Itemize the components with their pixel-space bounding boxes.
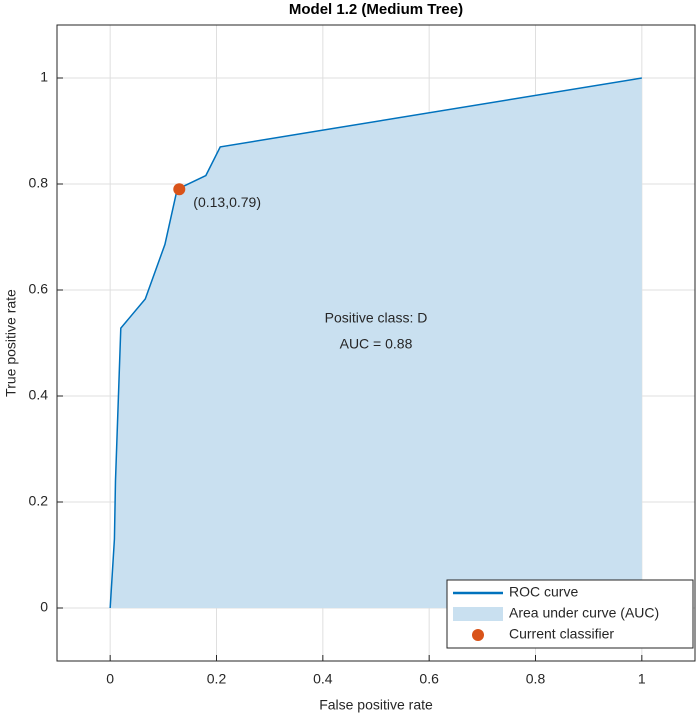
y-tick-label: 0.6: [29, 281, 49, 297]
chart-title: Model 1.2 (Medium Tree): [289, 1, 463, 18]
annotation: Positive class: D: [325, 310, 428, 326]
auc-area: [110, 78, 642, 608]
roc-line: [109, 77, 642, 609]
legend-label: Current classifier: [509, 626, 614, 642]
annotation: AUC = 0.88: [340, 336, 413, 352]
y-tick-label: 0.2: [29, 493, 49, 509]
y-tick-label: 1: [40, 69, 48, 85]
y-axis-label: True positive rate: [3, 289, 19, 397]
y-tick-label: 0: [40, 599, 48, 615]
x-tick-label: 0.6: [419, 671, 439, 687]
legend-swatch: [453, 607, 503, 621]
legend-label: Area under curve (AUC): [509, 605, 659, 621]
x-tick-label: 0.8: [526, 671, 546, 687]
y-tick-label: 0.4: [29, 387, 49, 403]
axes-box: [56, 24, 696, 662]
legend-label: ROC curve: [509, 584, 578, 600]
x-axis-label: False positive rate: [319, 697, 433, 713]
current-classifier: [173, 183, 186, 196]
point-label: (0.13,0.79): [193, 194, 261, 210]
x-tick-label: 0: [106, 671, 114, 687]
y-tick-label: 0.8: [29, 175, 49, 191]
x-tick-label: 0.4: [313, 671, 333, 687]
x-tick-label: 0.2: [207, 671, 227, 687]
x-tick-label: 1: [638, 671, 646, 687]
legend-swatch: [472, 629, 484, 641]
